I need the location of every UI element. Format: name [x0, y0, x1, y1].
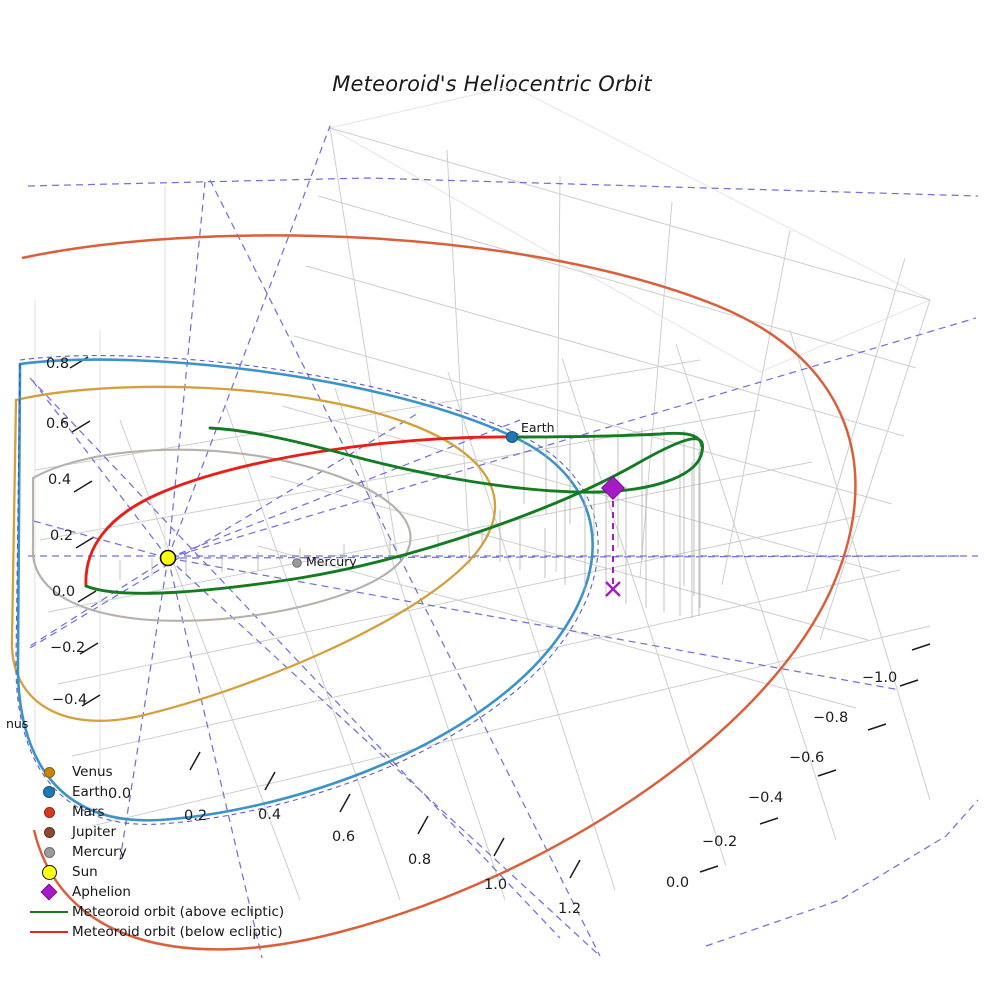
- sun-swatch-icon: [26, 864, 72, 880]
- mercury-marker: [292, 558, 302, 568]
- legend-item-venus[interactable]: Venus: [26, 762, 292, 782]
- jupiter-swatch-icon: [26, 826, 72, 838]
- legend-label-meteoroid-above: Meteoroid orbit (above ecliptic): [72, 904, 285, 920]
- y-tick-0: 0.0: [666, 875, 689, 891]
- legend-item-jupiter[interactable]: Jupiter: [26, 822, 292, 842]
- earth-swatch-icon: [26, 786, 72, 798]
- legend-label-sun: Sun: [72, 864, 98, 880]
- z-tick-5: −0.2: [50, 640, 85, 656]
- meteoroid-below-line-icon: [26, 931, 72, 933]
- axis-tick-marks: [69, 356, 931, 879]
- legend-item-sun[interactable]: Sun: [26, 862, 292, 882]
- x-tick-6: 1.2: [558, 901, 581, 917]
- x-tick-3: 0.6: [332, 829, 355, 845]
- legend-label-mercury: Mercury: [72, 844, 127, 860]
- legend-item-mercury[interactable]: Mercury: [26, 842, 292, 862]
- aphelion-projection-marker: [605, 581, 621, 597]
- x-tick-4: 0.8: [408, 852, 431, 868]
- mercury-swatch-icon: [26, 846, 72, 858]
- mars-swatch-icon: [26, 806, 72, 818]
- legend-label-venus: Venus: [72, 764, 113, 780]
- z-tick-0: 0.8: [46, 356, 69, 372]
- legend-item-meteoroid-below[interactable]: Meteoroid orbit (below ecliptic): [26, 922, 292, 942]
- z-tick-6: −0.4: [52, 692, 87, 708]
- aphelion-marker: [600, 475, 626, 501]
- meteoroid-orbit-below-ecliptic: [84, 435, 514, 588]
- legend-label-jupiter: Jupiter: [72, 824, 117, 840]
- x-tick-0: 0.0: [108, 786, 131, 802]
- meteoroid-orbit-above-ecliptic: [84, 426, 705, 595]
- venus-label-clipped: nus: [6, 716, 28, 731]
- orbit-mercury: [31, 448, 412, 622]
- legend-label-aphelion: Aphelion: [72, 884, 131, 900]
- y-tick-5: −1.0: [862, 670, 897, 686]
- wireframe-grid: [34, 85, 932, 901]
- y-tick-1: −0.2: [702, 834, 737, 850]
- earth-marker: [505, 430, 519, 444]
- x-tick-5: 1.0: [484, 877, 507, 893]
- y-tick-2: −0.4: [748, 790, 783, 806]
- legend-label-meteoroid-below: Meteoroid orbit (below ecliptic): [72, 924, 283, 940]
- z-tick-2: 0.4: [48, 472, 71, 488]
- meteoroid-above-line-icon: [26, 911, 72, 913]
- orbit-venus: [10, 385, 497, 722]
- page-title: Meteoroid's Heliocentric Orbit: [332, 72, 652, 96]
- aphelion-swatch-icon: [26, 883, 72, 901]
- sun-marker: [159, 549, 177, 567]
- orbit-earth: [15, 355, 599, 825]
- legend-label-mars: Mars: [72, 804, 105, 820]
- venus-swatch-icon: [26, 766, 72, 778]
- x-tick-1: 0.2: [184, 808, 207, 824]
- legend-item-mars[interactable]: Mars: [26, 802, 292, 822]
- earth-label: Earth: [521, 420, 555, 435]
- legend-item-aphelion[interactable]: Aphelion: [26, 882, 292, 902]
- legend-label-earth: Earth: [72, 784, 109, 800]
- z-tick-3: 0.2: [50, 528, 73, 544]
- z-tick-4: 0.0: [52, 584, 75, 600]
- legend-item-earth[interactable]: Earth: [26, 782, 292, 802]
- z-tick-1: 0.6: [46, 416, 69, 432]
- orbit-stem-lines: [119, 428, 701, 618]
- orbit-mars: [21, 234, 857, 951]
- x-tick-2: 0.4: [258, 807, 281, 823]
- y-tick-3: −0.6: [789, 750, 824, 766]
- mercury-label: Mercury: [306, 554, 357, 569]
- y-tick-4: −0.8: [813, 710, 848, 726]
- legend: Venus Earth Mars Jupiter Mercury: [26, 762, 292, 942]
- legend-item-meteoroid-above[interactable]: Meteoroid orbit (above ecliptic): [26, 902, 292, 922]
